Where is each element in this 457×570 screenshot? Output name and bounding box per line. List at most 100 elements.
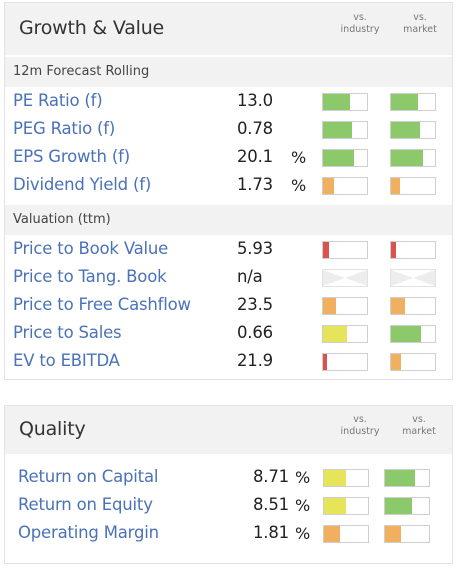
metric-label-link[interactable]: EPS Growth (f) — [13, 147, 130, 166]
metric-label-link[interactable]: PE Ratio (f) — [13, 91, 103, 110]
rating-bar-fill — [385, 498, 413, 514]
rating-bar-vs-market — [390, 177, 436, 195]
metric-row: Price to Free Cashflow 23.5 — [5, 293, 452, 321]
metric-value: 8.71 — [253, 467, 289, 486]
metric-row: Dividend Yield (f) 1.73% — [5, 173, 452, 201]
rating-bar-vs-industry — [322, 177, 368, 195]
growth-value-header: Growth & Value vs. industry vs. market — [5, 3, 452, 55]
metric-label-link[interactable]: PEG Ratio (f) — [13, 119, 116, 138]
metric-value: 5.93 — [237, 239, 273, 258]
rating-bar-vs-market — [390, 241, 436, 259]
rating-bar-fill — [323, 242, 330, 258]
growth-value-panel: Growth & Value vs. industry vs. market 1… — [4, 2, 453, 380]
metric-row: Return on Capital 8.71% — [5, 465, 452, 493]
rating-bar-vs-industry — [322, 353, 368, 371]
vs-market-label: vs. market — [403, 12, 437, 35]
metric-label-link[interactable]: Price to Sales — [13, 323, 122, 342]
rating-bar-fill — [323, 326, 348, 342]
rating-bar-vs-industry — [322, 297, 368, 315]
rating-bar-fill — [323, 94, 351, 110]
vs-market-label: vs. market — [402, 414, 436, 437]
metric-unit: % — [291, 176, 307, 195]
metric-label-link[interactable]: Price to Tang. Book — [13, 267, 167, 286]
valuation-section-header: Valuation (ttm) — [5, 205, 452, 235]
metric-label-link[interactable]: Price to Book Value — [13, 239, 169, 258]
rating-bar-vs-industry — [322, 121, 368, 139]
rating-bar-fill — [391, 150, 423, 166]
metric-label-link[interactable]: Return on Equity — [18, 495, 153, 514]
rating-bar-vs-market — [390, 121, 436, 139]
rating-bar-vs-industry — [323, 469, 369, 487]
rating-bar-vs-industry — [322, 325, 368, 343]
rating-bar-fill — [323, 122, 353, 138]
rating-bar-fill — [391, 122, 421, 138]
metric-value: 20.1 — [237, 147, 273, 166]
rating-bar-vs-market — [390, 93, 436, 111]
rating-bar-fill — [324, 526, 340, 542]
vs-industry-label: vs. industry — [340, 414, 380, 437]
metric-value: 13.0 — [237, 91, 273, 110]
metric-value: 23.5 — [237, 295, 273, 314]
metric-row: Price to Tang. Book n/a — [5, 265, 452, 293]
metric-row: PEG Ratio (f) 0.78 — [5, 117, 452, 145]
metric-value: 1.81 — [253, 523, 289, 542]
metric-row: Price to Book Value 5.93 — [5, 237, 452, 265]
metric-row: PE Ratio (f) 13.0 — [5, 89, 452, 117]
rating-bar-vs-industry — [322, 241, 368, 259]
metric-label-link[interactable]: Dividend Yield (f) — [13, 175, 152, 194]
panel-title: Quality — [19, 418, 86, 440]
rating-bar-vs-industry — [322, 149, 368, 167]
rating-bar-fill — [324, 470, 346, 486]
metric-label-link[interactable]: Price to Free Cashflow — [13, 295, 191, 314]
metric-row: EPS Growth (f) 20.1% — [5, 145, 452, 173]
quality-panel: Quality vs. industry vs. market Return o… — [4, 405, 453, 564]
rating-bar-fill — [324, 498, 346, 514]
rating-bar-vs-industry — [323, 525, 369, 543]
metric-row: EV to EBITDA 21.9 — [5, 349, 452, 377]
rating-bar-vs-market — [390, 325, 436, 343]
not-available-icon — [391, 270, 435, 286]
not-available-icon — [323, 270, 367, 286]
rating-bar-vs-industry — [322, 269, 368, 287]
rating-bar-vs-market — [390, 353, 436, 371]
metric-row: Price to Sales 0.66 — [5, 321, 452, 349]
rating-bar-fill — [391, 242, 397, 258]
panel-title: Growth & Value — [19, 17, 165, 39]
metric-value: n/a — [237, 267, 263, 286]
rating-bar-vs-market — [390, 149, 436, 167]
metric-label-link[interactable]: Operating Margin — [18, 523, 159, 542]
metric-unit: % — [295, 468, 311, 487]
rating-bar-fill — [391, 354, 401, 370]
rating-bar-fill — [323, 150, 354, 166]
metric-row: Operating Margin 1.81% — [5, 521, 452, 549]
metric-value: 1.73 — [237, 175, 273, 194]
rating-bar-vs-market — [384, 469, 430, 487]
rating-bar-vs-market — [390, 269, 436, 287]
metric-value: 21.9 — [237, 351, 273, 370]
metric-row: Return on Equity 8.51% — [5, 493, 452, 521]
rating-bar-vs-market — [384, 525, 430, 543]
metric-value: 8.51 — [253, 495, 289, 514]
rating-bar-fill — [323, 298, 337, 314]
rating-bar-fill — [391, 298, 406, 314]
metric-value: 0.66 — [237, 323, 273, 342]
vs-industry-label: vs. industry — [340, 12, 380, 35]
rating-bar-fill — [391, 94, 419, 110]
forecast-section-header: 12m Forecast Rolling — [5, 57, 452, 87]
rating-bar-fill — [391, 178, 400, 194]
rating-bar-fill — [391, 326, 421, 342]
metric-unit: % — [291, 148, 307, 167]
rating-bar-vs-market — [384, 497, 430, 515]
metric-label-link[interactable]: EV to EBITDA — [13, 351, 120, 370]
rating-bar-fill — [385, 470, 415, 486]
rating-bar-vs-industry — [323, 497, 369, 515]
quality-header: Quality vs. industry vs. market — [5, 406, 452, 454]
rating-bar-fill — [323, 178, 334, 194]
metric-unit: % — [295, 524, 311, 543]
metric-label-link[interactable]: Return on Capital — [18, 467, 159, 486]
rating-bar-fill — [323, 354, 328, 370]
rating-bar-fill — [385, 526, 401, 542]
rating-bar-vs-market — [390, 297, 436, 315]
metric-unit: % — [295, 496, 311, 515]
metric-value: 0.78 — [237, 119, 273, 138]
